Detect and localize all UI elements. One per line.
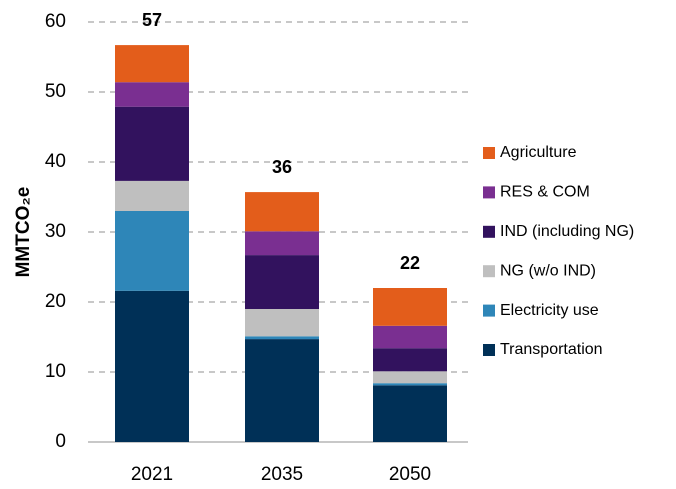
total-label: 22 xyxy=(400,253,420,273)
bar-segment xyxy=(245,339,319,442)
y-tick-label: 40 xyxy=(45,151,66,172)
bar-segment xyxy=(115,180,189,211)
bar-segment xyxy=(373,371,447,384)
legend-label: Electricity use xyxy=(500,302,599,319)
legend-label: Agriculture xyxy=(500,144,577,161)
legend-label: RES & COM xyxy=(500,184,590,201)
bar-segment xyxy=(373,288,447,326)
y-tick-label: 60 xyxy=(45,11,66,32)
bar-segment xyxy=(115,211,189,291)
legend-swatch xyxy=(483,265,495,278)
bar-segment xyxy=(115,82,189,107)
legend-swatch xyxy=(483,344,495,356)
y-tick-label: 30 xyxy=(45,221,66,242)
bar-segment xyxy=(115,106,189,181)
legend-label: Transportation xyxy=(500,341,603,358)
legend-swatch xyxy=(483,304,495,317)
y-tick-label: 0 xyxy=(55,431,66,452)
bar-segment xyxy=(115,45,189,83)
bar-segment xyxy=(373,385,447,442)
bar-segment xyxy=(115,290,189,442)
bar-segment xyxy=(245,192,319,232)
x-tick-label: 2021 xyxy=(131,464,173,485)
bar-segment xyxy=(245,336,319,340)
y-axis-label: MMTCO₂e xyxy=(13,187,34,278)
bar-segment xyxy=(245,255,319,309)
bar-segment xyxy=(373,325,447,349)
bar-segment xyxy=(245,231,319,256)
total-label: 36 xyxy=(272,157,292,177)
bar-segment xyxy=(373,348,447,372)
y-tick-label: 50 xyxy=(45,81,66,102)
legend-swatch xyxy=(483,147,495,159)
legend-swatch xyxy=(483,225,495,238)
y-tick-label: 10 xyxy=(45,361,66,382)
total-label: 57 xyxy=(142,10,162,30)
bar-segment xyxy=(373,383,447,386)
legend-swatch xyxy=(483,186,495,199)
x-tick-label: 2035 xyxy=(261,464,303,485)
y-tick-label: 20 xyxy=(45,291,66,312)
bar-segment xyxy=(245,309,319,337)
legend-label: NG (w/o IND) xyxy=(500,262,596,279)
x-tick-label: 2050 xyxy=(389,464,431,485)
legend-label: IND (including NG) xyxy=(500,223,634,240)
